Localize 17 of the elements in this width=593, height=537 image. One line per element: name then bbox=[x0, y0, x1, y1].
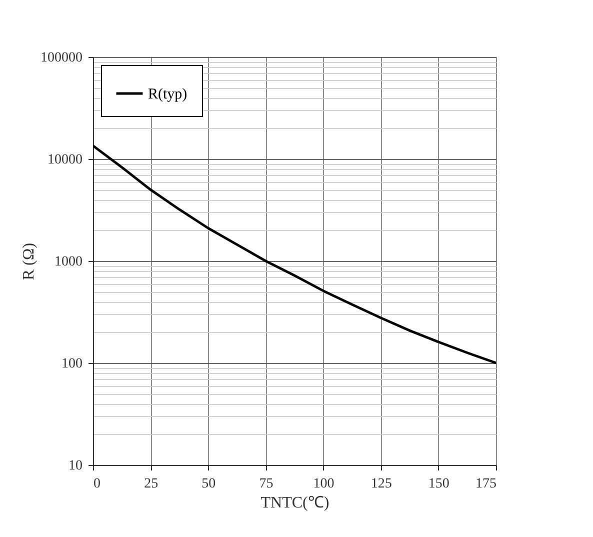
x-axis-title: TNTC(℃) bbox=[260, 494, 330, 512]
x-tick-label: 75 bbox=[259, 476, 274, 492]
line-series bbox=[93, 144, 496, 364]
y-tick-label: 100 bbox=[62, 356, 82, 372]
y-tick-label: 1000 bbox=[54, 254, 82, 270]
x-tick-label: 100 bbox=[313, 476, 334, 492]
x-tick-label: 150 bbox=[428, 476, 450, 492]
x-tick-label: 0 bbox=[94, 476, 100, 492]
x-tick-label: 175 bbox=[476, 476, 496, 492]
legend-label: R(typ) bbox=[148, 86, 188, 102]
y-tick-label: 100000 bbox=[40, 50, 82, 66]
y-tick-label: 10000 bbox=[48, 152, 82, 168]
y-tick-label: 10 bbox=[68, 458, 82, 474]
x-tick-label: 25 bbox=[144, 476, 158, 492]
x-tick-label: 125 bbox=[370, 476, 392, 492]
x-tick-label: 50 bbox=[202, 476, 216, 492]
y-axis-title: R (Ω) bbox=[20, 242, 38, 280]
